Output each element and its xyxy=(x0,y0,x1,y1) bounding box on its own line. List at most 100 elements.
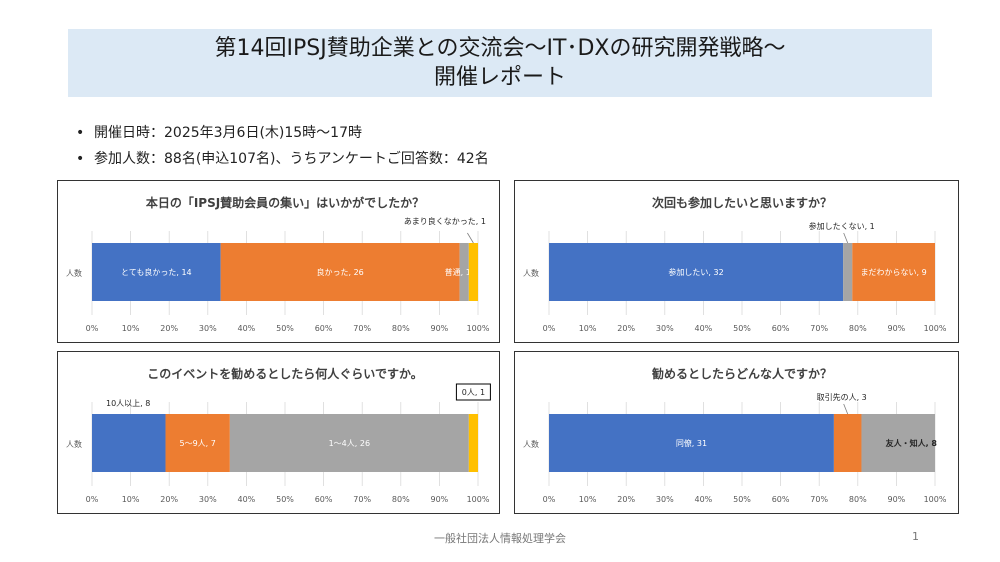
bullet-icon: • xyxy=(76,151,85,167)
x-tick-label: 90% xyxy=(431,324,449,333)
x-tick-label: 80% xyxy=(849,495,867,504)
data-label: 同僚, 31 xyxy=(676,438,707,448)
chart-next-attendance: 次回も参加したいと思いますか？ 人数 0% 10% 20% 30% 40% 50% 60% 70%… xyxy=(523,195,947,333)
chart-title: 本日の「IPSJ賛助会員の集い」はいかがでしたか？ xyxy=(146,195,424,210)
x-tick-label: 10% xyxy=(579,495,597,504)
x-tick-label: 20% xyxy=(160,495,178,504)
data-label: あまり良くなかった, 1 xyxy=(404,216,486,226)
x-tick-label: 30% xyxy=(656,495,674,504)
x-tick-label: 0% xyxy=(543,324,556,333)
x-tick-label: 100% xyxy=(924,495,947,504)
x-tick-label: 70% xyxy=(810,495,828,504)
x-tick-label: 90% xyxy=(888,324,906,333)
data-label: 0人, 1 xyxy=(462,388,485,397)
x-tick-label: 100% xyxy=(467,495,490,504)
chart-panel-recommend-count: このイベントを勧めるとしたら何人ぐらいですか。人数 0% 10% 20% 30% 40% 5… xyxy=(57,351,500,514)
x-tick-label: 30% xyxy=(199,495,217,504)
chart-satisfaction: 本日の「IPSJ賛助会員の集い」はいかがでしたか？ 人数 0% 10% 20% 30% 40… xyxy=(66,195,490,333)
x-tick-label: 80% xyxy=(392,324,410,333)
chart-panel-next-attendance: 次回も参加したいと思いますか？ 人数 0% 10% 20% 30% 40% 50% 60% 70%… xyxy=(514,180,959,343)
data-label: 良かった, 26 xyxy=(317,267,364,277)
bullet-attendance: • 参加人数：88名(申込107名)、うちアンケートご回答数：42名 xyxy=(76,146,489,172)
x-tick-label: 0% xyxy=(543,495,556,504)
x-tick-label: 70% xyxy=(810,324,828,333)
bar-segment xyxy=(549,414,834,472)
x-tick-label: 90% xyxy=(888,495,906,504)
x-tick-label: 0% xyxy=(86,324,99,333)
chart-panel-satisfaction: 本日の「IPSJ賛助会員の集い」はいかがでしたか？ 人数 0% 10% 20% 30% 40… xyxy=(57,180,500,343)
x-tick-label: 40% xyxy=(238,495,256,504)
x-tick-label: 20% xyxy=(617,495,635,504)
x-tick-label: 60% xyxy=(772,495,790,504)
data-label: 友人・知人, 8 xyxy=(885,438,938,448)
chart-panel-recommend-who: 勧めるとしたらどんな人ですか？ 人数 0% 10% 20% 30% 40% 50% 60% 70%… xyxy=(514,351,959,514)
x-tick-label: 0% xyxy=(86,495,99,504)
category-label: 人数 xyxy=(523,439,539,449)
bar-segment xyxy=(92,414,166,472)
footer-organization: 一般社団法人情報処理学会 xyxy=(434,532,566,545)
data-label: 5～9人, 7 xyxy=(180,439,216,448)
data-label: まだわからない, 9 xyxy=(861,268,927,277)
bar-segment xyxy=(92,243,221,301)
x-tick-label: 40% xyxy=(238,324,256,333)
info-bullets: • 開催日時：2025年3月6日(木)15時～17時 • 参加人数：88名(申込10… xyxy=(76,120,489,172)
chart-recommend-count: このイベントを勧めるとしたら何人ぐらいですか。人数 0% 10% 20% 30% 40% 5… xyxy=(66,366,491,504)
data-label: 1～4人, 26 xyxy=(329,439,370,448)
bullet-attendance-text: 参加人数：88名(申込107名)、うちアンケートご回答数：42名 xyxy=(94,151,489,167)
x-tick-label: 80% xyxy=(849,324,867,333)
data-label: 参加したくない, 1 xyxy=(809,221,875,231)
x-tick-label: 70% xyxy=(353,324,371,333)
x-tick-label: 10% xyxy=(122,324,140,333)
bar-segment xyxy=(468,414,478,472)
bullet-datetime-text: 開催日時：2025年3月6日(木)15時～17時 xyxy=(94,125,362,141)
category-label: 人数 xyxy=(66,268,82,278)
x-tick-label: 10% xyxy=(122,495,140,504)
bar-segment xyxy=(852,243,935,301)
page-subtitle: 開催レポート xyxy=(433,65,566,90)
category-label: 人数 xyxy=(66,439,82,449)
bar-segment xyxy=(220,243,460,301)
label-box xyxy=(455,383,491,401)
bullet-datetime: • 開催日時：2025年3月6日(木)15時～17時 xyxy=(76,120,489,146)
title-banner: 第14回IPSJ賛助企業との交流会～IT･DXの研究開発戦略～ 開催レポート xyxy=(68,29,932,97)
x-tick-label: 100% xyxy=(924,324,947,333)
x-tick-label: 20% xyxy=(160,324,178,333)
data-label: 普通, 1 xyxy=(445,267,471,277)
chart-recommend-who: 勧めるとしたらどんな人ですか？ 人数 0% 10% 20% 30% 40% 50% 60% 70%… xyxy=(523,366,947,504)
bar-segment xyxy=(468,243,478,301)
label-leader xyxy=(843,403,849,415)
data-label: 参加したい, 32 xyxy=(668,267,723,277)
bar-segment xyxy=(165,414,230,472)
x-tick-label: 70% xyxy=(353,495,371,504)
bar-segment xyxy=(549,243,844,301)
x-tick-label: 60% xyxy=(315,324,333,333)
bar-segment xyxy=(861,414,935,472)
chart-title: 勧めるとしたらどんな人ですか？ xyxy=(652,366,832,381)
bar-segment xyxy=(843,243,853,301)
chart-title: 次回も参加したいと思いますか？ xyxy=(652,195,832,210)
x-tick-label: 30% xyxy=(199,324,217,333)
x-tick-label: 100% xyxy=(467,324,490,333)
bar-segment xyxy=(229,414,469,472)
data-label: とても良かった, 14 xyxy=(121,267,192,277)
x-tick-label: 60% xyxy=(315,495,333,504)
x-tick-label: 40% xyxy=(695,324,713,333)
x-tick-label: 40% xyxy=(695,495,713,504)
x-tick-label: 50% xyxy=(733,324,751,333)
x-tick-label: 60% xyxy=(772,324,790,333)
x-tick-label: 50% xyxy=(276,495,294,504)
bar-segment xyxy=(459,243,469,301)
bar-segment xyxy=(833,414,862,472)
data-label: 取引先の人, 3 xyxy=(817,392,867,402)
x-tick-label: 50% xyxy=(276,324,294,333)
page-title: 第14回IPSJ賛助企業との交流会～IT･DXの研究開発戦略～ xyxy=(214,36,786,61)
x-tick-label: 20% xyxy=(617,324,635,333)
chart-title: このイベントを勧めるとしたら何人ぐらいですか。 xyxy=(147,366,422,381)
category-label: 人数 xyxy=(523,268,539,278)
label-leader xyxy=(467,232,474,244)
page-number: 1 xyxy=(912,530,919,543)
label-leader xyxy=(843,232,849,244)
x-tick-label: 50% xyxy=(733,495,751,504)
x-tick-label: 30% xyxy=(656,324,674,333)
x-tick-label: 80% xyxy=(392,495,410,504)
